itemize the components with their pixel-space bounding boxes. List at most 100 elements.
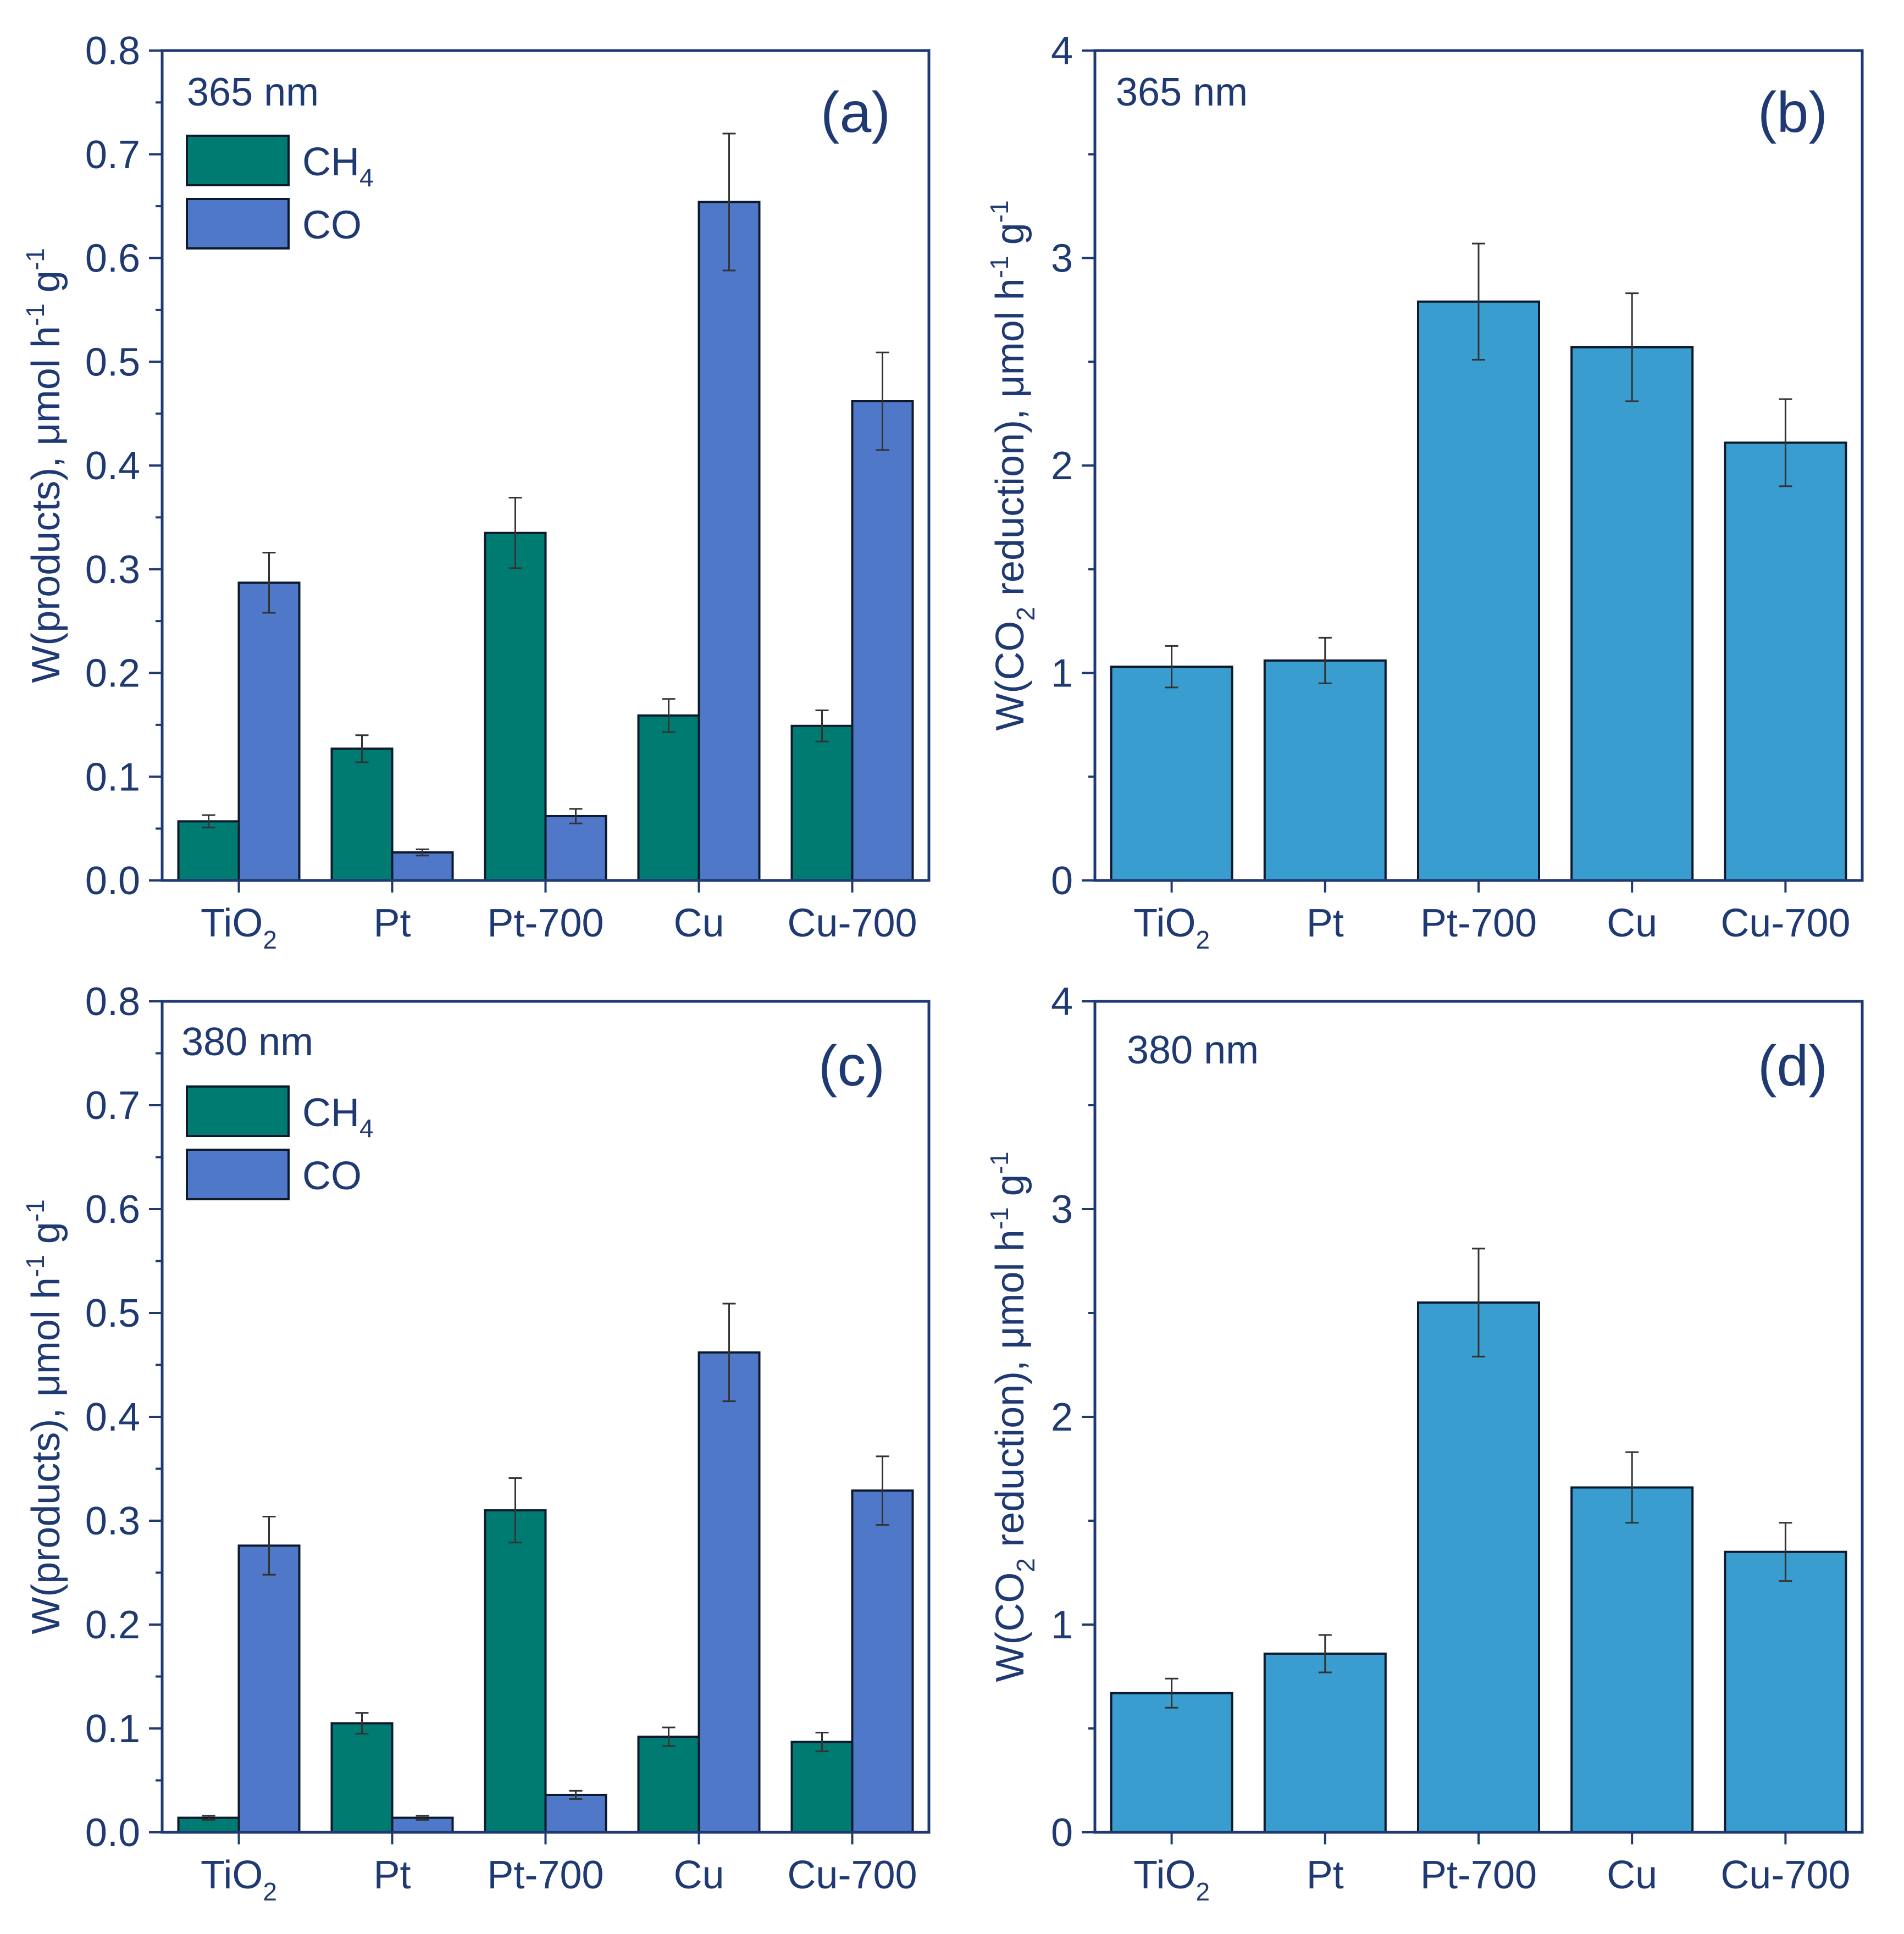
bar bbox=[484, 1509, 547, 1834]
y-tick-label: 3 bbox=[1051, 1188, 1073, 1232]
legend-label-ch4: CH4 bbox=[302, 140, 374, 192]
y-tick-label: 1 bbox=[1051, 652, 1073, 696]
y-tick-label: 0.5 bbox=[85, 340, 140, 384]
y-tick-label: 0.2 bbox=[85, 652, 140, 696]
panel-title: 365 nm bbox=[187, 70, 319, 114]
bar bbox=[790, 724, 854, 882]
x-tick-label: Pt bbox=[373, 901, 411, 945]
bar bbox=[1570, 1486, 1694, 1833]
x-tick-label: Cu bbox=[1607, 1853, 1657, 1897]
y-tick-label: 2 bbox=[1051, 444, 1073, 488]
x-tick-label: Pt-700 bbox=[1420, 1853, 1537, 1897]
y-tick-label: 0.5 bbox=[85, 1292, 140, 1335]
bar bbox=[177, 820, 240, 882]
y-tick-label: 3 bbox=[1051, 237, 1073, 281]
y-tick-label: 0.8 bbox=[85, 29, 140, 73]
bar bbox=[698, 201, 761, 882]
series-a-co bbox=[237, 132, 914, 882]
y-tick-label: 0.2 bbox=[85, 1603, 140, 1647]
legend-label-co: CO bbox=[302, 1154, 362, 1198]
x-tick-label: Cu-700 bbox=[1720, 1853, 1850, 1897]
series-c-co bbox=[237, 1303, 914, 1834]
bar bbox=[484, 531, 547, 882]
bar bbox=[637, 1736, 700, 1834]
x-tick-label: Pt bbox=[1307, 901, 1344, 945]
panel-c: 0.0 0.1 0.2 0.3 0.4 0.5 0.6 0.7 0.8 TiO2 Pt Pt-700 C… bbox=[21, 980, 931, 1906]
x-tick-label: Pt bbox=[1307, 1853, 1344, 1897]
y-tick-label: 0.6 bbox=[85, 1188, 140, 1232]
bar bbox=[330, 747, 394, 882]
y-tick-label: 4 bbox=[1051, 980, 1073, 1024]
y-tick-label: 4 bbox=[1051, 29, 1073, 73]
bar bbox=[1417, 1301, 1540, 1834]
bar bbox=[851, 400, 914, 882]
y-axis-label: W(CO2 reduction), μmol h-1 g-1 bbox=[985, 200, 1040, 730]
x-tick-label: Cu-700 bbox=[787, 901, 917, 945]
y-axis-label: W(products), μmol h-1 g-1 bbox=[21, 1199, 68, 1634]
y-tick-label: 0.4 bbox=[85, 444, 140, 488]
y-tick-label: 0.7 bbox=[85, 133, 140, 177]
y-tick-label: 0 bbox=[1051, 859, 1073, 903]
panel-d: 0 1 2 3 4 TiO2 Pt Pt-700 Cu Cu-700 W(CO2 reduction… bbox=[985, 980, 1864, 1906]
bar bbox=[544, 814, 607, 882]
y-tick-label: 0.4 bbox=[85, 1395, 140, 1439]
x-tick-label: Pt-700 bbox=[487, 901, 604, 945]
bar bbox=[1417, 300, 1540, 882]
panel-a: 0.0 0.1 0.2 0.3 0.4 0.5 0.6 0.7 0.8 TiO2 Pt Pt-700 C… bbox=[21, 29, 931, 954]
panel-b: 0 1 2 3 4 TiO2 Pt Pt-700 Cu Cu-700 W(CO2 reduction… bbox=[985, 29, 1864, 954]
y-tick-label: 0.0 bbox=[85, 859, 140, 903]
legend-label-ch4: CH4 bbox=[302, 1091, 374, 1143]
series-d-wco2reduction bbox=[1110, 1248, 1847, 1834]
y-tick-label: 0.6 bbox=[85, 237, 140, 281]
bar bbox=[391, 851, 454, 882]
panel-title: 380 nm bbox=[1127, 1028, 1259, 1072]
y-tick-label: 0.1 bbox=[85, 1707, 140, 1751]
legend-swatch-co bbox=[186, 1149, 290, 1200]
bar bbox=[1570, 346, 1694, 882]
legend-label-co: CO bbox=[302, 203, 362, 247]
bar bbox=[1263, 659, 1387, 882]
y-tick-label: 2 bbox=[1051, 1395, 1073, 1439]
bar bbox=[698, 1351, 761, 1834]
bar bbox=[790, 1741, 854, 1834]
panel-letter: (d) bbox=[1758, 1034, 1828, 1098]
x-tick-label: TiO2 bbox=[201, 901, 277, 954]
x-tick-label: Cu bbox=[673, 1853, 724, 1897]
x-tick-label: TiO2 bbox=[1133, 901, 1210, 954]
y-tick-label: 0.1 bbox=[85, 755, 140, 799]
bar bbox=[1263, 1652, 1387, 1833]
y-tick-label: 0.8 bbox=[85, 980, 140, 1024]
legend: CH4 CO bbox=[186, 1085, 374, 1200]
y-axis-label: W(CO2 reduction), μmol h-1 g-1 bbox=[985, 1151, 1040, 1682]
y-tick-label: 0.7 bbox=[85, 1084, 140, 1128]
y-tick-label: 0.3 bbox=[85, 1499, 140, 1543]
x-tick-label: Cu-700 bbox=[1720, 901, 1850, 945]
bar bbox=[1724, 441, 1847, 882]
bar bbox=[637, 714, 700, 882]
x-tick-label: TiO2 bbox=[201, 1853, 277, 1906]
bar bbox=[237, 581, 301, 882]
bar bbox=[1110, 666, 1233, 882]
bar bbox=[237, 1544, 301, 1834]
bar bbox=[1724, 1550, 1847, 1833]
x-tick-label: Pt-700 bbox=[1420, 901, 1537, 945]
x-tick-label: Cu-700 bbox=[787, 1853, 917, 1897]
legend-swatch-ch4 bbox=[186, 135, 290, 186]
legend-swatch-ch4 bbox=[186, 1085, 290, 1137]
x-tick-label: Pt bbox=[373, 1853, 411, 1897]
y-tick-label: 1 bbox=[1051, 1603, 1073, 1647]
legend: CH4 CO bbox=[186, 135, 374, 250]
legend-swatch-co bbox=[186, 198, 290, 250]
panel-title: 380 nm bbox=[181, 1020, 313, 1064]
y-tick-label: 0 bbox=[1051, 1811, 1073, 1855]
series-b-wco2reduction bbox=[1110, 242, 1847, 882]
panel-letter: (c) bbox=[818, 1034, 885, 1098]
y-tick-label: 0.3 bbox=[85, 548, 140, 592]
x-tick-label: Cu bbox=[1607, 901, 1657, 945]
bar bbox=[330, 1722, 394, 1834]
bar bbox=[1110, 1692, 1233, 1833]
bar bbox=[544, 1793, 607, 1833]
y-tick-label: 0.0 bbox=[85, 1811, 140, 1855]
bar bbox=[851, 1489, 914, 1833]
